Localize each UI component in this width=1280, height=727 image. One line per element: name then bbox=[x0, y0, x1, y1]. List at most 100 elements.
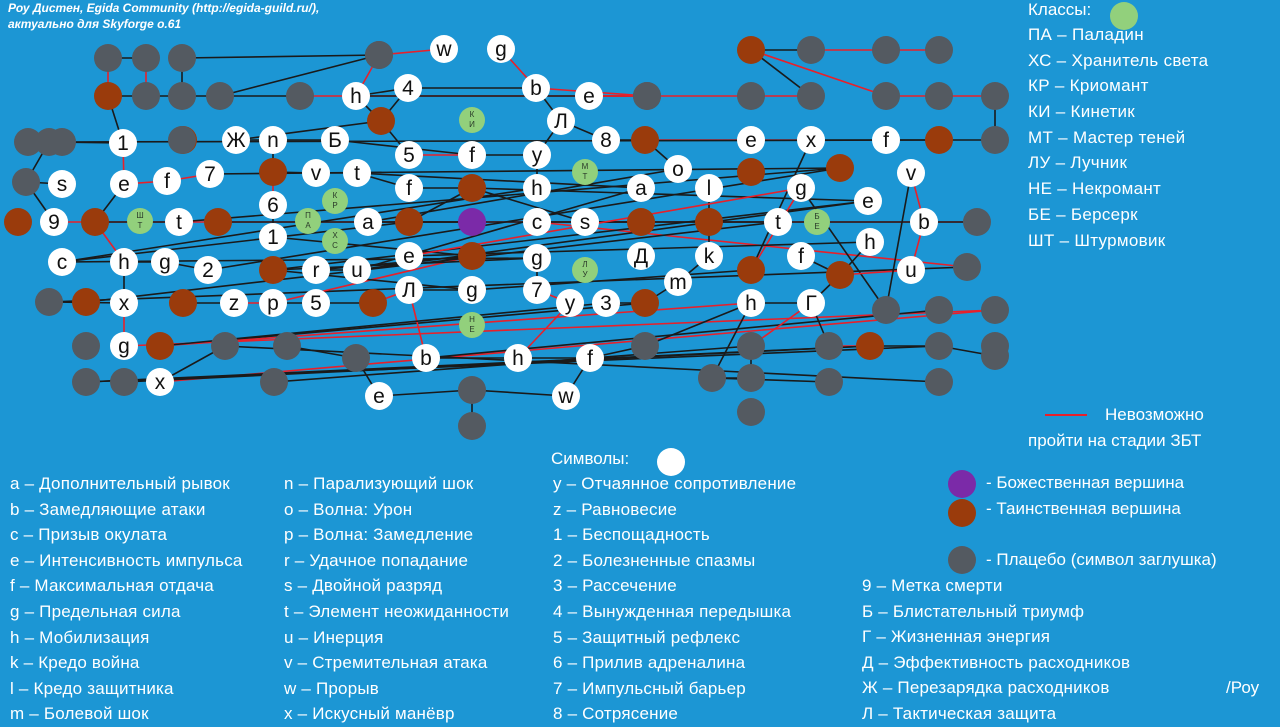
mysterious-node[interactable] bbox=[259, 256, 287, 284]
mysterious-node[interactable] bbox=[737, 256, 765, 284]
symbol-node[interactable]: a bbox=[627, 174, 655, 202]
placebo-node[interactable] bbox=[168, 82, 196, 110]
symbol-node[interactable]: n bbox=[259, 126, 287, 154]
mysterious-node[interactable] bbox=[737, 158, 765, 186]
class-node[interactable]: ШТ bbox=[127, 208, 153, 234]
symbol-node[interactable]: e bbox=[395, 242, 423, 270]
placebo-node[interactable] bbox=[72, 368, 100, 396]
placebo-node[interactable] bbox=[737, 398, 765, 426]
placebo-node[interactable] bbox=[981, 126, 1009, 154]
symbol-node[interactable]: f bbox=[576, 344, 604, 372]
symbol-node[interactable]: z bbox=[220, 289, 248, 317]
symbol-node[interactable]: f bbox=[872, 126, 900, 154]
symbol-node[interactable]: e bbox=[575, 82, 603, 110]
symbol-node[interactable]: 5 bbox=[302, 289, 330, 317]
symbol-node[interactable]: v bbox=[897, 159, 925, 187]
placebo-node[interactable] bbox=[797, 82, 825, 110]
placebo-node[interactable] bbox=[273, 332, 301, 360]
class-node[interactable]: КР bbox=[322, 188, 348, 214]
placebo-node[interactable] bbox=[206, 82, 234, 110]
symbol-node[interactable]: w bbox=[552, 382, 580, 410]
placebo-node[interactable] bbox=[981, 296, 1009, 324]
placebo-node[interactable] bbox=[872, 296, 900, 324]
placebo-node[interactable] bbox=[365, 41, 393, 69]
placebo-node[interactable] bbox=[631, 332, 659, 360]
symbol-node[interactable]: 7 bbox=[523, 276, 551, 304]
symbol-node[interactable]: g bbox=[523, 244, 551, 272]
symbol-node[interactable]: x bbox=[797, 126, 825, 154]
placebo-node[interactable] bbox=[737, 82, 765, 110]
symbol-node[interactable]: a bbox=[354, 208, 382, 236]
symbol-node[interactable]: g bbox=[458, 276, 486, 304]
symbol-node[interactable]: r bbox=[302, 256, 330, 284]
symbol-node[interactable]: x bbox=[146, 368, 174, 396]
symbol-node[interactable]: Ж bbox=[222, 126, 250, 154]
placebo-node[interactable] bbox=[925, 82, 953, 110]
placebo-node[interactable] bbox=[633, 82, 661, 110]
mysterious-node[interactable] bbox=[695, 208, 723, 236]
symbol-node[interactable]: 7 bbox=[196, 160, 224, 188]
symbol-node[interactable]: w bbox=[430, 35, 458, 63]
placebo-node[interactable] bbox=[981, 332, 1009, 360]
placebo-node[interactable] bbox=[48, 128, 76, 156]
placebo-node[interactable] bbox=[14, 128, 42, 156]
placebo-node[interactable] bbox=[737, 364, 765, 392]
symbol-node[interactable]: Л bbox=[395, 276, 423, 304]
symbol-node[interactable]: h bbox=[856, 228, 884, 256]
symbol-node[interactable]: p bbox=[259, 289, 287, 317]
symbol-node[interactable]: v bbox=[302, 159, 330, 187]
symbol-node[interactable]: 8 bbox=[592, 126, 620, 154]
class-node[interactable]: МТ bbox=[572, 159, 598, 185]
symbol-node[interactable]: t bbox=[343, 159, 371, 187]
symbol-node[interactable]: f bbox=[153, 167, 181, 195]
symbol-node[interactable]: g bbox=[110, 332, 138, 360]
symbol-node[interactable]: f bbox=[395, 174, 423, 202]
mysterious-node[interactable] bbox=[169, 289, 197, 317]
symbol-node[interactable]: h bbox=[504, 344, 532, 372]
divine-node[interactable] bbox=[458, 208, 486, 236]
placebo-node[interactable] bbox=[12, 168, 40, 196]
symbol-node[interactable]: Б bbox=[321, 126, 349, 154]
symbol-node[interactable]: 3 bbox=[592, 289, 620, 317]
mysterious-node[interactable] bbox=[458, 174, 486, 202]
symbol-node[interactable]: e bbox=[365, 382, 393, 410]
symbol-node[interactable]: g bbox=[787, 174, 815, 202]
mysterious-node[interactable] bbox=[856, 332, 884, 360]
symbol-node[interactable]: t bbox=[165, 208, 193, 236]
symbol-node[interactable]: Г bbox=[797, 289, 825, 317]
symbol-node[interactable]: o bbox=[664, 155, 692, 183]
symbol-node[interactable]: b bbox=[910, 208, 938, 236]
mysterious-node[interactable] bbox=[395, 208, 423, 236]
placebo-node[interactable] bbox=[981, 82, 1009, 110]
placebo-node[interactable] bbox=[168, 126, 196, 154]
placebo-node[interactable] bbox=[94, 44, 122, 72]
symbol-node[interactable]: 4 bbox=[394, 74, 422, 102]
symbol-node[interactable]: h bbox=[110, 248, 138, 276]
symbol-node[interactable]: s bbox=[571, 208, 599, 236]
mysterious-node[interactable] bbox=[458, 242, 486, 270]
placebo-node[interactable] bbox=[342, 344, 370, 372]
mysterious-node[interactable] bbox=[359, 289, 387, 317]
symbol-node[interactable]: e bbox=[110, 170, 138, 198]
mysterious-node[interactable] bbox=[627, 208, 655, 236]
symbol-node[interactable]: y bbox=[556, 289, 584, 317]
mysterious-node[interactable] bbox=[259, 158, 287, 186]
placebo-node[interactable] bbox=[815, 368, 843, 396]
mysterious-node[interactable] bbox=[204, 208, 232, 236]
symbol-node[interactable]: u bbox=[343, 256, 371, 284]
mysterious-node[interactable] bbox=[4, 208, 32, 236]
class-node[interactable]: НЕ bbox=[459, 312, 485, 338]
symbol-node[interactable]: 1 bbox=[259, 223, 287, 251]
mysterious-node[interactable] bbox=[367, 107, 395, 135]
symbol-node[interactable]: b bbox=[412, 344, 440, 372]
mysterious-node[interactable] bbox=[72, 288, 100, 316]
symbol-node[interactable]: h bbox=[737, 289, 765, 317]
symbol-node[interactable]: m bbox=[664, 268, 692, 296]
mysterious-node[interactable] bbox=[826, 154, 854, 182]
mysterious-node[interactable] bbox=[94, 82, 122, 110]
mysterious-node[interactable] bbox=[925, 126, 953, 154]
symbol-node[interactable]: 9 bbox=[40, 208, 68, 236]
symbol-node[interactable]: e bbox=[854, 187, 882, 215]
mysterious-node[interactable] bbox=[631, 289, 659, 317]
symbol-node[interactable]: g bbox=[487, 35, 515, 63]
